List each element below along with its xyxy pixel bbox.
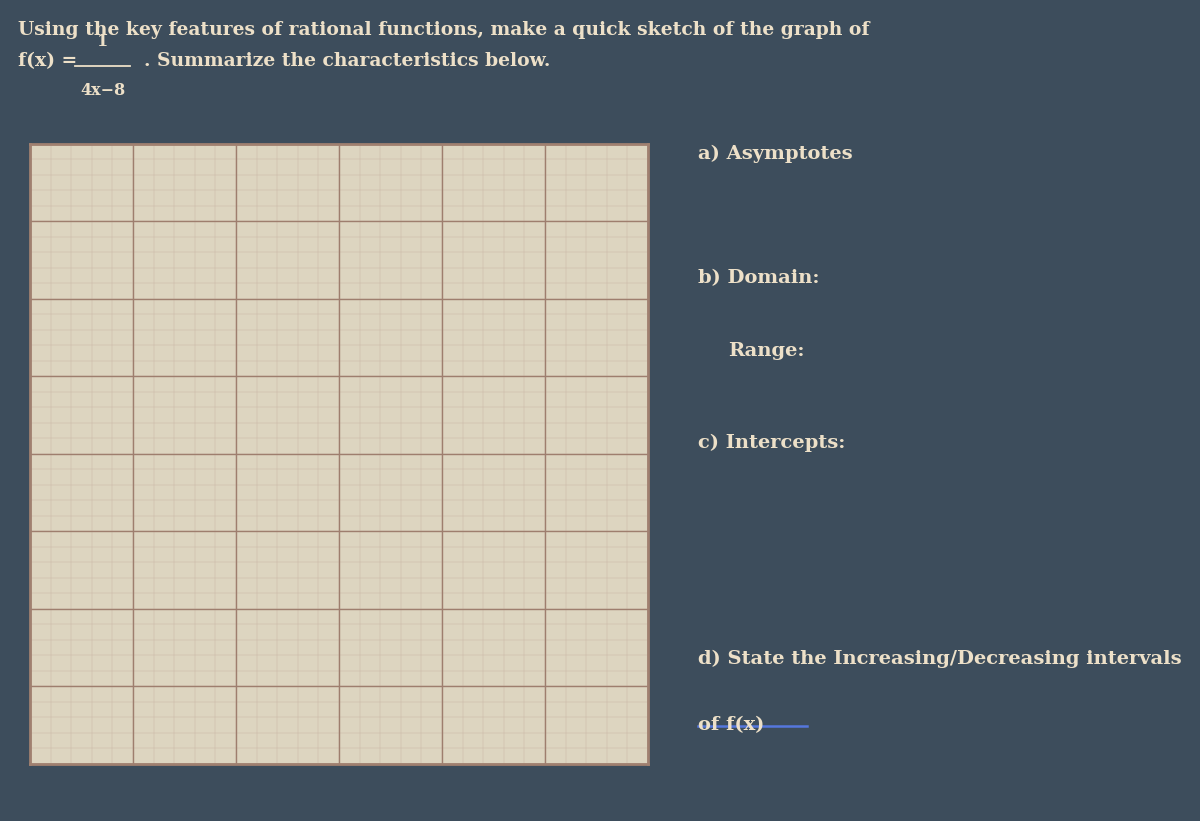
Text: a) Asymptotes: a) Asymptotes <box>698 144 853 163</box>
Text: b) Domain:: b) Domain: <box>698 269 820 287</box>
Text: 1: 1 <box>97 33 108 50</box>
Text: 4x−8: 4x−8 <box>80 82 125 99</box>
Text: . Summarize the characteristics below.: . Summarize the characteristics below. <box>144 52 551 70</box>
Text: d) State the Increasing/Decreasing intervals: d) State the Increasing/Decreasing inter… <box>698 650 1182 668</box>
Text: Using the key features of rational functions, make a quick sketch of the graph o: Using the key features of rational funct… <box>18 21 870 39</box>
Text: of f(x): of f(x) <box>698 716 764 734</box>
Text: Range:: Range: <box>728 342 805 360</box>
Text: c) Intercepts:: c) Intercepts: <box>698 433 846 452</box>
Text: f(x) =: f(x) = <box>18 52 84 70</box>
